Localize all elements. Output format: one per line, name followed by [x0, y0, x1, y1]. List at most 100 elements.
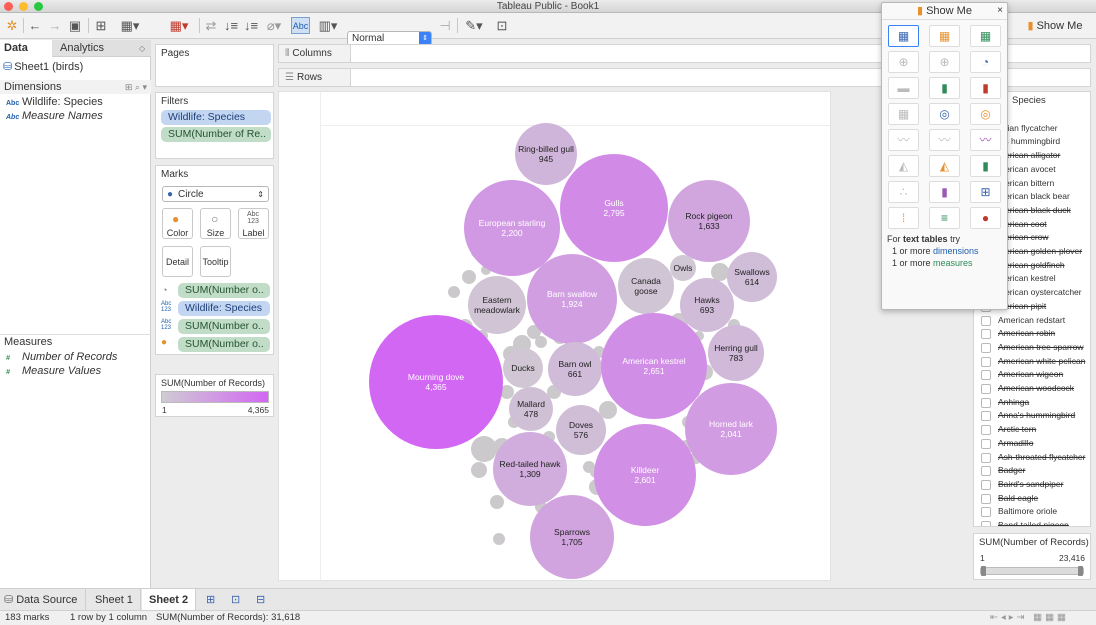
- show-me-chart-type-icon[interactable]: 〰: [970, 129, 1001, 151]
- species-bubble-small[interactable]: [694, 331, 704, 341]
- tab-data[interactable]: Data: [0, 40, 52, 58]
- show-me-chart-type-icon[interactable]: ◎: [970, 103, 1001, 125]
- color-encoding-pill[interactable]: SUM(Number o..: [178, 337, 270, 352]
- species-filter-item[interactable]: American wigeon: [974, 368, 1090, 382]
- new-data-source-icon[interactable]: ⊞: [95, 17, 107, 33]
- species-checkbox[interactable]: [981, 384, 991, 394]
- species-checkbox[interactable]: [981, 315, 991, 326]
- clear-sheet-icon[interactable]: ▦▾: [169, 17, 189, 33]
- species-checkbox[interactable]: [981, 370, 991, 381]
- close-icon[interactable]: ×: [997, 5, 1003, 16]
- range-slider-min-handle[interactable]: [981, 566, 986, 576]
- measure-field-measure-values[interactable]: # Measure Values: [6, 365, 102, 377]
- species-bubble-small[interactable]: [711, 263, 729, 281]
- sheet-1-tab[interactable]: Sheet 1: [88, 589, 141, 611]
- species-checkbox[interactable]: [981, 493, 991, 504]
- highlight-icon[interactable]: ⌀▾: [266, 17, 282, 33]
- show-me-chart-type-icon[interactable]: 〰: [888, 129, 919, 151]
- show-me-chart-type-icon[interactable]: ◭: [929, 155, 960, 177]
- pane-menu-icon[interactable]: ◇: [139, 44, 146, 53]
- species-bubble[interactable]: Barn swallow 1,924: [527, 254, 617, 344]
- species-bubble-small[interactable]: [448, 286, 460, 298]
- swap-icon[interactable]: ⇄: [205, 17, 217, 33]
- tab-analytics[interactable]: Analytics: [60, 42, 105, 54]
- mark-type-select[interactable]: ● Circle ⇕: [162, 186, 269, 202]
- new-worksheet-tab-icon[interactable]: ⊞: [206, 594, 216, 606]
- species-filter-item[interactable]: Baird's sandpiper: [974, 478, 1090, 492]
- species-filter-item[interactable]: Ash-throated flycatcher: [974, 451, 1090, 465]
- dimension-field-measure-names[interactable]: Abc Measure Names: [6, 110, 103, 122]
- sheet-nav-icon[interactable]: ⇤◂▸⇥ ▦▦▦: [990, 612, 1070, 623]
- species-bubble[interactable]: Owls: [670, 255, 696, 281]
- species-bubble-small[interactable]: [535, 336, 547, 348]
- species-bubble[interactable]: Rock pigeon 1,633: [668, 180, 750, 262]
- species-filter-item[interactable]: Armadillo: [974, 437, 1090, 451]
- show-me-chart-type-icon[interactable]: ◎: [929, 103, 960, 125]
- species-checkbox[interactable]: [981, 397, 991, 408]
- tableau-logo-icon[interactable]: ✲: [6, 17, 18, 33]
- new-worksheet-icon[interactable]: ▦▾: [120, 17, 140, 33]
- species-bubble[interactable]: Eastern meadowlark: [468, 276, 526, 334]
- show-me-chart-type-icon[interactable]: ▦: [970, 25, 1001, 47]
- species-checkbox[interactable]: [981, 452, 991, 463]
- species-bubble[interactable]: Horned lark 2,041: [685, 383, 777, 475]
- show-me-chart-type-icon[interactable]: ▮: [970, 77, 1001, 99]
- show-me-chart-type-icon[interactable]: 〰: [929, 129, 960, 151]
- show-me-chart-type-icon[interactable]: ●: [970, 207, 1001, 229]
- species-checkbox[interactable]: [981, 507, 991, 518]
- data-source-item[interactable]: ⛁ Sheet1 (birds): [3, 61, 84, 73]
- species-bubble[interactable]: American kestrel 2,651: [601, 313, 707, 419]
- show-labels-button[interactable]: Abc: [291, 17, 310, 34]
- show-me-chart-type-icon[interactable]: ⊞: [970, 181, 1001, 203]
- species-bubble[interactable]: Ring-billed gull 945: [515, 123, 577, 185]
- show-me-chart-type-icon[interactable]: ⊕: [929, 51, 960, 73]
- species-checkbox[interactable]: [981, 356, 991, 367]
- show-me-chart-type-icon[interactable]: ⊕: [888, 51, 919, 73]
- species-checkbox[interactable]: [981, 479, 991, 490]
- show-me-chart-type-icon[interactable]: ◭: [888, 155, 919, 177]
- show-me-chart-type-icon[interactable]: ▬: [888, 77, 919, 99]
- range-slider-max-handle[interactable]: [1078, 566, 1083, 576]
- show-me-chart-type-icon[interactable]: ▦: [929, 25, 960, 47]
- filter-pill-species[interactable]: Wildlife: Species: [161, 110, 271, 125]
- tooltip-button[interactable]: Tooltip: [200, 246, 231, 277]
- measure-field-number-of-records[interactable]: # Number of Records: [6, 351, 118, 363]
- species-filter-item[interactable]: Band-tailed pigeon: [974, 519, 1090, 526]
- species-filter-item[interactable]: American woodcock: [974, 382, 1090, 396]
- presentation-icon[interactable]: ⊡: [496, 17, 508, 33]
- show-me-chart-type-icon[interactable]: ▦: [888, 103, 919, 125]
- show-me-chart-type-icon[interactable]: ▮: [929, 77, 960, 99]
- species-bubble[interactable]: Red-tailed hawk 1,309: [493, 432, 567, 506]
- show-me-chart-type-icon[interactable]: ▮: [970, 155, 1001, 177]
- undo-icon[interactable]: ←: [28, 18, 42, 33]
- species-filter-item[interactable]: Bald eagle: [974, 492, 1090, 506]
- species-filter-item[interactable]: Badger: [974, 464, 1090, 478]
- species-bubble[interactable]: European starling 2,200: [464, 180, 560, 276]
- color-button[interactable]: ● Color: [162, 208, 193, 239]
- species-bubble[interactable]: Mourning dove 4,365: [369, 315, 503, 449]
- species-checkbox[interactable]: [981, 438, 991, 449]
- species-bubble[interactable]: Ducks: [503, 348, 543, 388]
- species-bubble[interactable]: Hawks 693: [680, 278, 734, 332]
- species-checkbox[interactable]: [981, 425, 991, 436]
- species-bubble-small[interactable]: [481, 265, 491, 275]
- search-icon[interactable]: ⊞ ⌕ ▾: [124, 82, 147, 92]
- sort-ascending-icon[interactable]: ↓≡: [223, 18, 239, 33]
- minimize-window-button[interactable]: [19, 2, 28, 11]
- species-bubble[interactable]: Barn owl 661: [548, 342, 602, 396]
- detail-button[interactable]: Detail: [162, 246, 193, 277]
- show-me-chart-type-icon[interactable]: ◔: [970, 51, 1001, 73]
- new-story-tab-icon[interactable]: ⊟: [256, 594, 266, 606]
- species-bubble[interactable]: Herring gull 783: [708, 325, 764, 381]
- species-filter-item[interactable]: American tree sparrow: [974, 341, 1090, 355]
- sort-descending-icon[interactable]: ↓≡: [243, 18, 259, 33]
- filter-pill-sum-records[interactable]: SUM(Number of Re..: [161, 127, 271, 142]
- zoom-window-button[interactable]: [34, 2, 43, 11]
- species-bubble-small[interactable]: [599, 401, 617, 419]
- show-me-chart-type-icon[interactable]: ≡: [929, 207, 960, 229]
- species-checkbox[interactable]: [981, 521, 991, 526]
- show-me-chart-type-icon[interactable]: ▦: [888, 25, 919, 47]
- species-bubble[interactable]: Doves 576: [556, 405, 606, 455]
- show-me-chart-type-icon[interactable]: ∴: [888, 181, 919, 203]
- size-encoding-pill[interactable]: SUM(Number o..: [178, 283, 270, 298]
